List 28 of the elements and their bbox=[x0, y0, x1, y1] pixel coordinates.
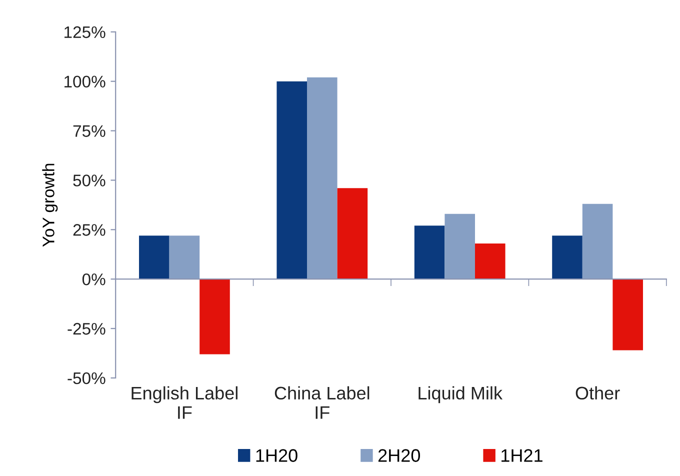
x-tick-label: Liquid Milk bbox=[418, 386, 503, 404]
bar bbox=[414, 226, 445, 280]
legend-label: 2H20 bbox=[378, 449, 420, 462]
bar bbox=[307, 77, 338, 280]
bar bbox=[552, 236, 582, 280]
bar bbox=[612, 279, 643, 350]
x-tick-label: English Label IF bbox=[132, 386, 238, 419]
y-tick-label: 0% bbox=[82, 273, 106, 286]
bar bbox=[444, 214, 475, 280]
y-tick-label: 75% bbox=[73, 125, 106, 137]
y-tick-label: -50% bbox=[68, 372, 106, 384]
bar bbox=[139, 236, 170, 280]
y-tick-label: 50% bbox=[73, 174, 106, 186]
y-tick-label: 100% bbox=[64, 76, 106, 88]
y-tick-label: 125% bbox=[64, 26, 106, 38]
bar bbox=[337, 188, 368, 280]
y-tick-label: 25% bbox=[73, 224, 106, 236]
y-axis-title: YoY growth bbox=[42, 164, 58, 247]
bar bbox=[582, 204, 613, 280]
bar bbox=[169, 236, 200, 280]
x-tick-label: China Label IF bbox=[274, 386, 370, 419]
bar bbox=[200, 279, 230, 354]
bar bbox=[276, 81, 308, 280]
legend-label: 1H20 bbox=[256, 449, 298, 462]
legend-label: 1H21 bbox=[502, 449, 542, 462]
bar bbox=[474, 243, 506, 280]
y-tick-label: -25% bbox=[68, 322, 106, 335]
x-tick-label: Other bbox=[576, 386, 620, 400]
